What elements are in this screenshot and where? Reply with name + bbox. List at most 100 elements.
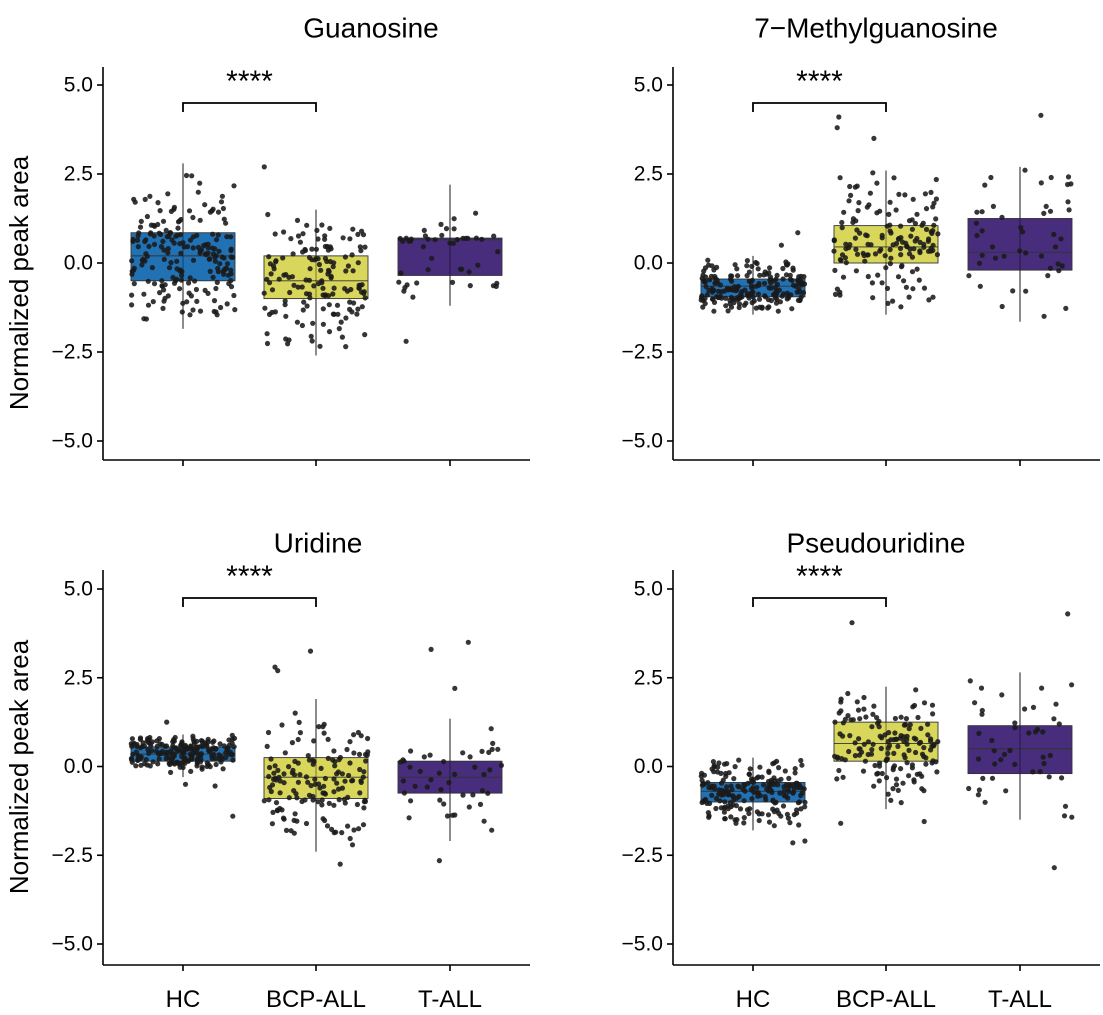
data-point — [291, 817, 297, 824]
data-point — [1061, 813, 1068, 819]
data-point — [744, 263, 750, 269]
data-point — [334, 302, 341, 308]
data-point — [921, 818, 927, 825]
data-point — [778, 242, 785, 248]
data-point — [836, 767, 842, 774]
data-point — [719, 787, 725, 794]
data-point — [342, 254, 348, 260]
data-point — [890, 786, 896, 792]
data-point — [756, 296, 763, 302]
data-point — [171, 751, 177, 757]
data-point — [412, 783, 418, 789]
data-point — [734, 297, 740, 303]
data-point — [869, 747, 875, 753]
data-point — [406, 815, 412, 821]
data-point — [306, 277, 312, 283]
data-point — [179, 272, 185, 278]
data-point — [989, 775, 996, 781]
data-point — [893, 782, 900, 788]
data-point — [264, 331, 270, 337]
data-point — [747, 279, 754, 285]
data-point — [782, 768, 788, 774]
data-point — [318, 267, 324, 273]
y-tick-label: −5.0 — [622, 933, 663, 956]
data-point — [343, 315, 349, 321]
data-point — [903, 716, 910, 722]
data-point — [306, 254, 313, 261]
data-point — [862, 258, 868, 264]
data-point — [299, 284, 305, 290]
data-point — [1034, 726, 1041, 733]
data-point — [230, 757, 236, 763]
data-point — [158, 244, 164, 250]
data-point — [757, 764, 763, 770]
data-point — [161, 256, 167, 262]
data-point — [701, 772, 708, 778]
data-point — [1007, 747, 1013, 754]
data-point — [213, 237, 220, 243]
data-point — [893, 776, 900, 782]
data-point — [188, 753, 194, 759]
data-point — [853, 246, 859, 252]
data-point — [282, 302, 288, 308]
data-point — [197, 180, 203, 186]
data-point — [847, 733, 853, 739]
data-point — [729, 295, 736, 302]
data-point — [160, 218, 167, 224]
data-point — [923, 755, 929, 761]
data-point — [466, 269, 472, 275]
data-point — [926, 297, 932, 303]
y-tick-label: −5.0 — [622, 430, 663, 453]
data-point — [403, 338, 409, 344]
data-point — [346, 772, 352, 779]
data-point — [929, 702, 936, 708]
data-point — [304, 303, 310, 309]
data-point — [327, 225, 333, 231]
data-point — [130, 751, 136, 757]
data-point — [795, 230, 801, 236]
data-point — [438, 221, 444, 227]
data-point — [741, 798, 747, 804]
data-point — [229, 732, 235, 739]
data-point — [206, 749, 213, 755]
data-point — [906, 773, 912, 779]
data-point — [361, 769, 367, 775]
data-point — [1040, 754, 1046, 760]
data-point — [840, 774, 846, 780]
data-point — [303, 774, 309, 780]
data-point — [786, 788, 792, 795]
data-point — [272, 664, 278, 670]
data-point — [759, 305, 765, 311]
significance-label: **** — [796, 560, 843, 593]
data-point — [325, 755, 331, 762]
data-point — [183, 172, 190, 179]
data-point — [195, 744, 201, 750]
data-point — [712, 273, 718, 280]
data-point — [832, 267, 838, 273]
data-point — [347, 835, 353, 842]
data-point — [771, 781, 777, 788]
data-point — [210, 251, 217, 257]
data-point — [925, 732, 931, 738]
data-point — [737, 806, 744, 812]
data-point — [846, 198, 852, 204]
data-point — [356, 826, 362, 832]
data-point — [437, 797, 443, 803]
data-point — [396, 279, 402, 285]
data-point — [359, 304, 365, 310]
data-point — [846, 245, 852, 251]
data-point — [266, 254, 272, 260]
data-point — [1018, 225, 1024, 231]
data-point — [839, 219, 845, 226]
data-point — [331, 789, 337, 795]
data-point — [231, 744, 237, 750]
data-point — [138, 762, 144, 768]
data-point — [148, 222, 154, 228]
data-point — [796, 289, 803, 295]
data-point — [219, 193, 225, 199]
data-point — [408, 748, 414, 754]
data-point — [874, 715, 880, 721]
data-point — [933, 176, 939, 183]
data-point — [925, 238, 932, 244]
data-point — [755, 266, 761, 272]
